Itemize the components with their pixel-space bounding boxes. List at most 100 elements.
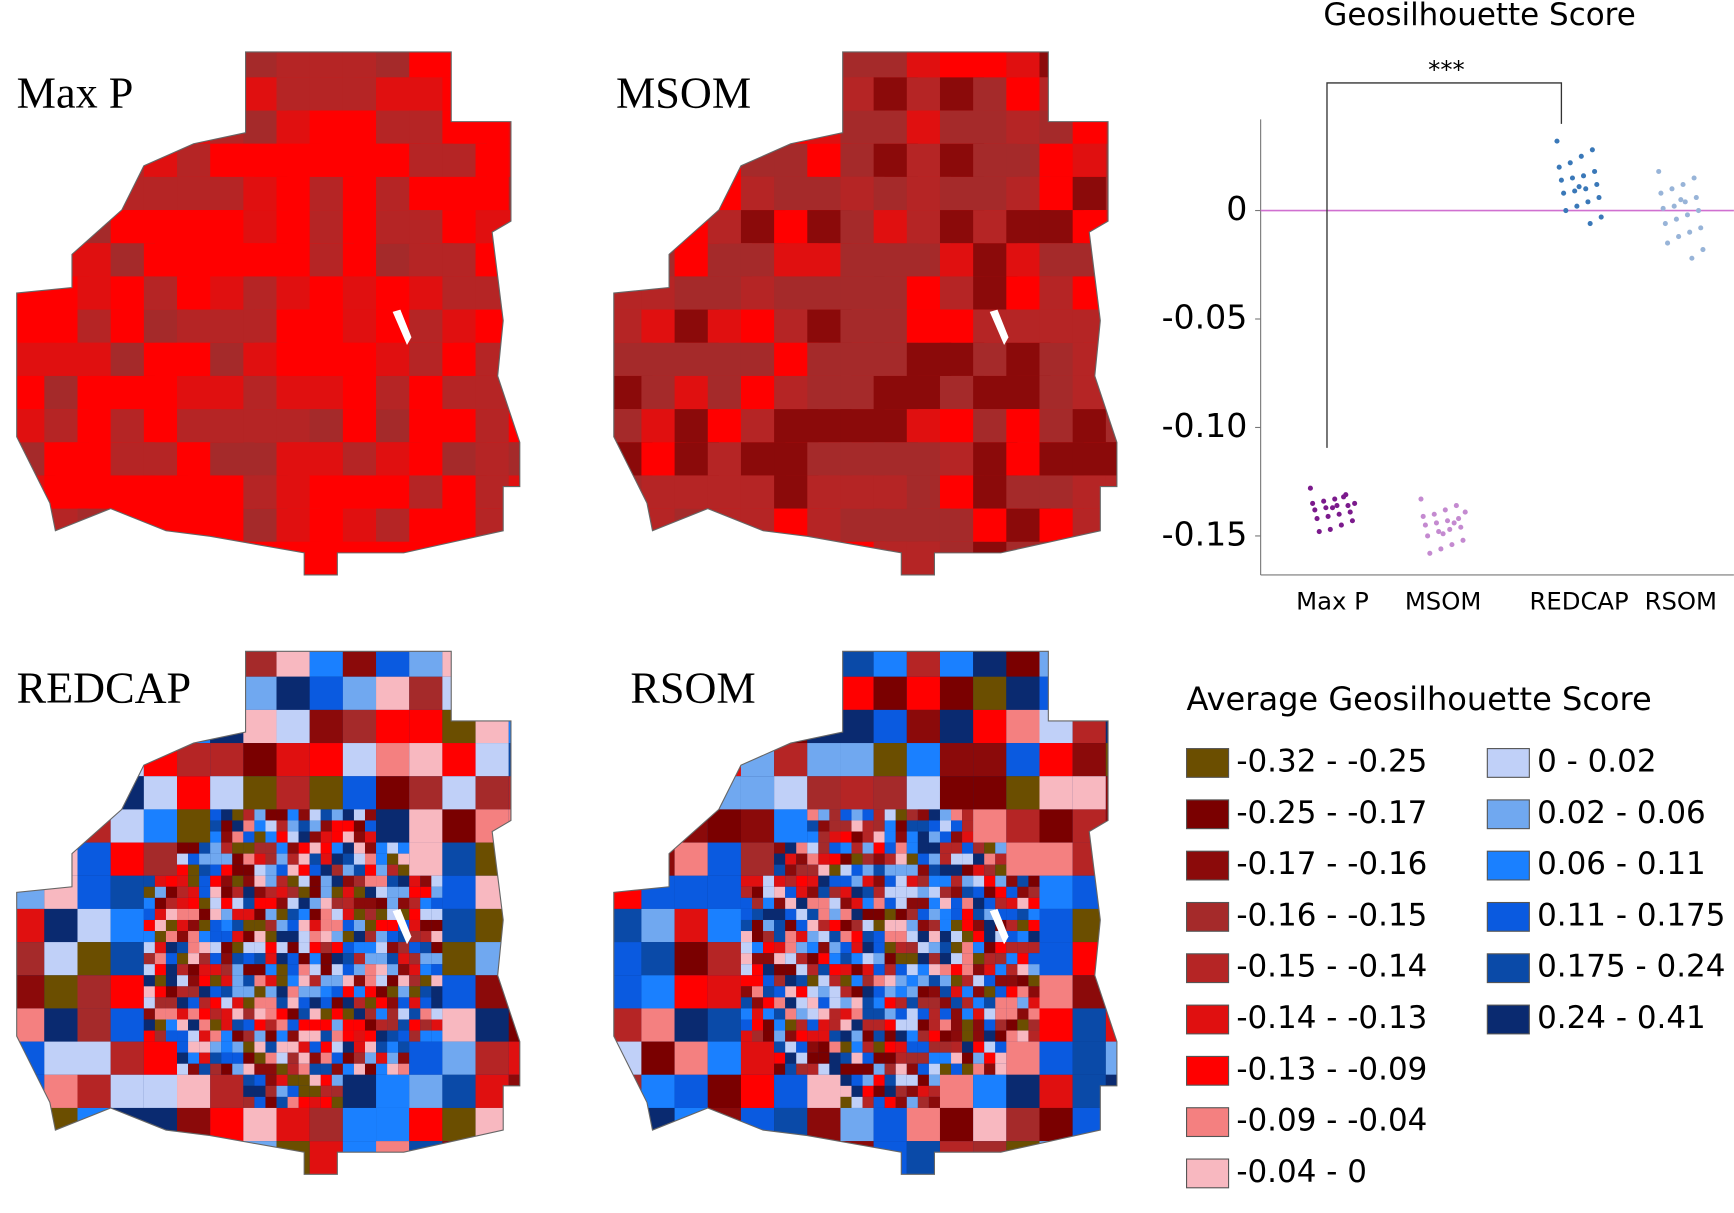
- map-region: [917, 942, 929, 954]
- map-region: [785, 1008, 797, 1020]
- map-region: [906, 1041, 918, 1053]
- map-region: [862, 842, 874, 854]
- data-point: [1689, 255, 1695, 261]
- map-region: [508, 676, 520, 710]
- map-region: [298, 1063, 310, 1075]
- map-region: [16, 508, 56, 542]
- map-region: [353, 831, 365, 843]
- map-region: [199, 886, 211, 898]
- map-region: [387, 1041, 399, 1053]
- map-region: [232, 886, 244, 898]
- map-region: [939, 953, 952, 965]
- map-region: [917, 1096, 929, 1108]
- map-region: [1017, 886, 1029, 898]
- map-region: [243, 1019, 255, 1031]
- map-region: [807, 1008, 819, 1020]
- map-region: [917, 809, 929, 821]
- map-region: [906, 1085, 918, 1097]
- map-region: [287, 1096, 299, 1108]
- map-region: [796, 853, 808, 865]
- map-region: [1105, 776, 1117, 810]
- map-region: [353, 842, 365, 854]
- map-region: [188, 975, 200, 987]
- map-region: [364, 875, 377, 887]
- map-region: [16, 1074, 45, 1108]
- map-region: [210, 776, 244, 810]
- map-region: [984, 997, 996, 1009]
- map-region: [851, 875, 863, 887]
- map-region: [77, 908, 111, 943]
- map-region: [243, 864, 255, 876]
- map-region: [431, 908, 443, 920]
- map-region: [917, 1008, 929, 1020]
- map-region: [862, 1030, 874, 1042]
- map-region: [177, 1174, 211, 1175]
- map-region: [143, 1041, 178, 1075]
- map-region: [928, 953, 940, 965]
- map-region: [873, 919, 885, 932]
- map-region: [254, 1041, 266, 1053]
- map-region: [785, 875, 797, 887]
- map-region: [409, 1008, 421, 1020]
- map-region: [939, 853, 952, 865]
- map-region: [287, 1019, 299, 1031]
- map-region: [320, 1063, 332, 1075]
- map-region: [862, 831, 874, 843]
- map-region: [995, 997, 1007, 1009]
- map-region: [353, 942, 365, 954]
- map-region: [740, 1030, 753, 1042]
- map-region: [895, 942, 907, 954]
- map-region: [928, 820, 940, 832]
- map-region: [818, 897, 830, 909]
- map-region: [1105, 842, 1117, 876]
- map-region: [740, 875, 753, 887]
- map-region: [165, 942, 178, 954]
- map-region: [906, 842, 918, 854]
- map-region: [818, 820, 830, 832]
- map-region: [265, 820, 277, 832]
- map-region: [884, 864, 896, 876]
- map-region: [210, 1107, 244, 1142]
- legend-swatch: [1186, 748, 1230, 778]
- map-region: [674, 743, 708, 777]
- map-region: [851, 809, 863, 821]
- map-region: [774, 1074, 808, 1108]
- map-region: [199, 1063, 211, 1075]
- map-region: [752, 964, 764, 976]
- map-region: [807, 942, 819, 954]
- map-region: [188, 1052, 200, 1064]
- map-region: [884, 1096, 896, 1108]
- map-region: [895, 853, 907, 865]
- map-region: [818, 964, 830, 976]
- map-region: [210, 743, 244, 777]
- map-region: [143, 875, 155, 887]
- map-region: [508, 110, 520, 144]
- map-region: [376, 1174, 410, 1175]
- map-region: [840, 897, 852, 909]
- map-region: [188, 842, 200, 854]
- map-region: [276, 809, 288, 821]
- map-region: [276, 743, 310, 777]
- map-region: [785, 853, 797, 865]
- map-region: [951, 1008, 963, 1020]
- map-region: [320, 1085, 332, 1097]
- map-region: [740, 942, 753, 954]
- map-region: [613, 210, 653, 244]
- map-region: [287, 820, 299, 832]
- map-region: [287, 1052, 299, 1064]
- map-region: [243, 997, 255, 1009]
- map-region: [851, 1041, 863, 1053]
- map-region: [895, 831, 907, 843]
- map-region: [829, 942, 841, 954]
- map-region: [431, 875, 443, 887]
- map-region: [364, 964, 377, 976]
- map-region: [342, 853, 354, 865]
- map-region: [276, 908, 288, 920]
- map-region: [962, 831, 974, 843]
- map-region: [1028, 886, 1040, 898]
- map-region: [353, 875, 365, 887]
- map-region: [221, 986, 233, 998]
- map-region: [840, 986, 852, 998]
- legend-label: -0.17 - -0.16: [1236, 846, 1427, 882]
- map-region: [1006, 1141, 1040, 1175]
